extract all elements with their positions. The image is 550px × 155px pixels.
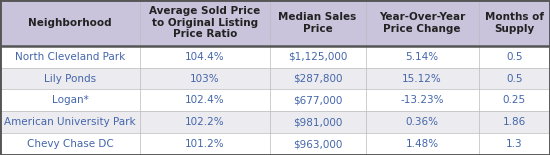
Text: 0.36%: 0.36% — [406, 117, 439, 127]
Bar — [0, 133, 140, 155]
Text: 101.2%: 101.2% — [185, 139, 225, 149]
Bar — [140, 0, 270, 46]
Text: American University Park: American University Park — [4, 117, 136, 127]
Text: 0.5: 0.5 — [506, 73, 522, 84]
Text: Logan*: Logan* — [52, 95, 89, 105]
Bar — [366, 68, 478, 89]
Bar — [140, 111, 270, 133]
Bar — [366, 0, 478, 46]
Bar — [270, 0, 366, 46]
Text: 15.12%: 15.12% — [402, 73, 442, 84]
Text: Year-Over-Year
Price Change: Year-Over-Year Price Change — [379, 12, 465, 34]
Bar — [140, 133, 270, 155]
Bar — [140, 89, 270, 111]
Text: 103%: 103% — [190, 73, 219, 84]
Bar — [366, 133, 478, 155]
Bar — [270, 68, 366, 89]
Bar — [0, 0, 140, 46]
Bar — [366, 89, 478, 111]
Bar — [366, 111, 478, 133]
Text: $981,000: $981,000 — [293, 117, 342, 127]
Bar — [366, 46, 478, 68]
Text: 1.3: 1.3 — [506, 139, 522, 149]
Bar — [270, 111, 366, 133]
Text: 102.2%: 102.2% — [185, 117, 225, 127]
Bar — [478, 111, 550, 133]
Text: 104.4%: 104.4% — [185, 52, 225, 62]
Text: Average Sold Price
to Original Listing
Price Ratio: Average Sold Price to Original Listing P… — [149, 6, 261, 40]
Text: Months of
Supply: Months of Supply — [485, 12, 544, 34]
Text: Chevy Chase DC: Chevy Chase DC — [27, 139, 113, 149]
Text: $963,000: $963,000 — [293, 139, 342, 149]
Bar — [0, 46, 140, 68]
Bar — [478, 46, 550, 68]
Text: 5.14%: 5.14% — [405, 52, 439, 62]
Text: 1.48%: 1.48% — [405, 139, 439, 149]
Text: Neighborhood: Neighborhood — [28, 18, 112, 28]
Text: $287,800: $287,800 — [293, 73, 342, 84]
Bar — [478, 68, 550, 89]
Text: 102.4%: 102.4% — [185, 95, 225, 105]
Text: $1,125,000: $1,125,000 — [288, 52, 347, 62]
Text: Lily Ponds: Lily Ponds — [44, 73, 96, 84]
Text: 0.25: 0.25 — [503, 95, 526, 105]
Text: 1.86: 1.86 — [503, 117, 526, 127]
Text: North Cleveland Park: North Cleveland Park — [15, 52, 125, 62]
Bar — [0, 111, 140, 133]
Bar — [270, 46, 366, 68]
Text: $677,000: $677,000 — [293, 95, 342, 105]
Bar — [478, 133, 550, 155]
Bar — [270, 133, 366, 155]
Text: 0.5: 0.5 — [506, 52, 522, 62]
Text: -13.23%: -13.23% — [400, 95, 444, 105]
Bar — [478, 89, 550, 111]
Text: Median Sales
Price: Median Sales Price — [278, 12, 357, 34]
Bar — [0, 68, 140, 89]
Bar — [0, 89, 140, 111]
Bar — [140, 68, 270, 89]
Bar — [270, 89, 366, 111]
Bar — [140, 46, 270, 68]
Bar — [478, 0, 550, 46]
